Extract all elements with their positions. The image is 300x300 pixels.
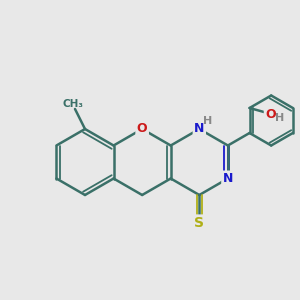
- Text: N: N: [194, 122, 205, 136]
- Text: H: H: [275, 113, 284, 123]
- Text: N: N: [223, 172, 233, 185]
- Text: S: S: [194, 216, 204, 230]
- Text: O: O: [265, 107, 276, 121]
- Text: O: O: [137, 122, 148, 136]
- Text: H: H: [203, 116, 212, 126]
- Text: CH₃: CH₃: [62, 99, 83, 109]
